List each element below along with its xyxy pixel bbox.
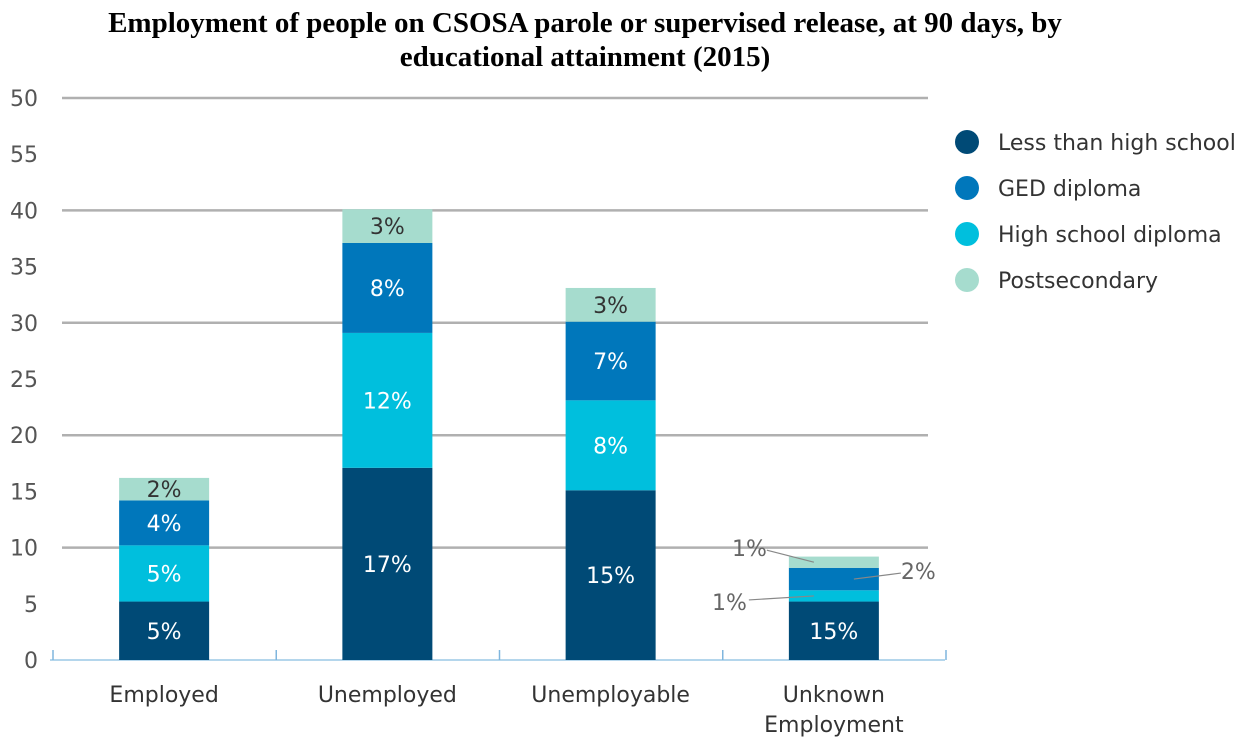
bar-segment (788, 567, 879, 591)
bar-value-label: 15% (586, 564, 635, 589)
bar-value-label: 2% (147, 478, 182, 503)
x-category-label: Unknown (783, 683, 885, 708)
label-leader-line (853, 572, 901, 580)
bar-value-label: 1% (732, 537, 767, 562)
label-leader-line (766, 549, 815, 563)
bar-segment (565, 321, 656, 401)
bar-segment (119, 545, 210, 602)
bar-value-label: 5% (147, 562, 182, 587)
bar-segment (119, 500, 210, 546)
y-tick-label: 15 (10, 480, 38, 505)
label-leader-line (748, 595, 814, 601)
legend-label: GED diploma (998, 177, 1141, 202)
y-tick-label: 50 (10, 87, 38, 112)
bar-segment (342, 332, 433, 468)
bar-segment (342, 242, 433, 333)
bar-segment (119, 477, 210, 501)
bar-segment (565, 490, 656, 660)
y-tick-label: 10 (10, 537, 38, 562)
y-tick-label: 40 (10, 199, 38, 224)
y-tick-label: 30 (10, 312, 38, 337)
y-tick-label: 55 (10, 143, 38, 168)
bar-segment (788, 601, 879, 660)
bar-segment (119, 601, 210, 660)
bar-value-label: 8% (593, 434, 628, 459)
legend-label: Postsecondary (998, 269, 1158, 294)
legend-swatch (955, 130, 979, 154)
x-category-label: Unemployed (318, 683, 457, 708)
x-axis-categories: Employed Unemployed Unemployable Unknown Emp… (109, 683, 904, 738)
bar-labels: 5% 5% 4% 2% 17% 12% 8% 3% 15% 8% 7% 3% 15% 1% 2% 1% (147, 215, 936, 645)
x-category-label: Employment (764, 713, 904, 738)
bar-value-label: 3% (370, 215, 405, 240)
bar-value-label: 12% (363, 389, 412, 414)
bar-value-label: 3% (593, 294, 628, 319)
bar-value-label: 7% (593, 350, 628, 375)
bars (119, 209, 879, 660)
legend-label: Less than high school (998, 131, 1236, 156)
y-tick-label: 25 (10, 368, 38, 393)
x-category-label: Unemployable (531, 683, 690, 708)
bar-value-label: 17% (363, 553, 412, 578)
y-tick-label: 0 (24, 649, 38, 674)
y-tick-label: 35 (10, 256, 38, 281)
bar-segment (565, 287, 656, 322)
legend-label: High school diploma (998, 223, 1222, 248)
legend-swatch (955, 268, 979, 292)
y-axis-ticks: 0 5 10 15 20 25 30 35 40 55 50 (10, 87, 38, 674)
bar-segment (788, 556, 879, 568)
legend: Less than high school GED diploma High sch… (955, 130, 1236, 294)
legend-swatch (955, 222, 979, 246)
y-tick-label: 5 (24, 593, 38, 618)
bar-value-label: 15% (809, 620, 858, 645)
bar-value-label: 2% (901, 560, 936, 585)
legend-swatch (955, 176, 979, 200)
bar-segment (788, 590, 879, 602)
chart-title: Employment of people on CSOSA parole or … (108, 7, 1062, 73)
bar-value-label: 4% (147, 512, 182, 537)
bar-value-label: 1% (712, 591, 747, 616)
y-tick-label: 20 (10, 424, 38, 449)
bar-segment (342, 467, 433, 660)
bar-value-label: 5% (147, 620, 182, 645)
bar-segment (565, 400, 656, 491)
bar-value-label: 8% (370, 277, 405, 302)
x-category-label: Employed (109, 683, 218, 708)
bar-segment (342, 209, 433, 243)
